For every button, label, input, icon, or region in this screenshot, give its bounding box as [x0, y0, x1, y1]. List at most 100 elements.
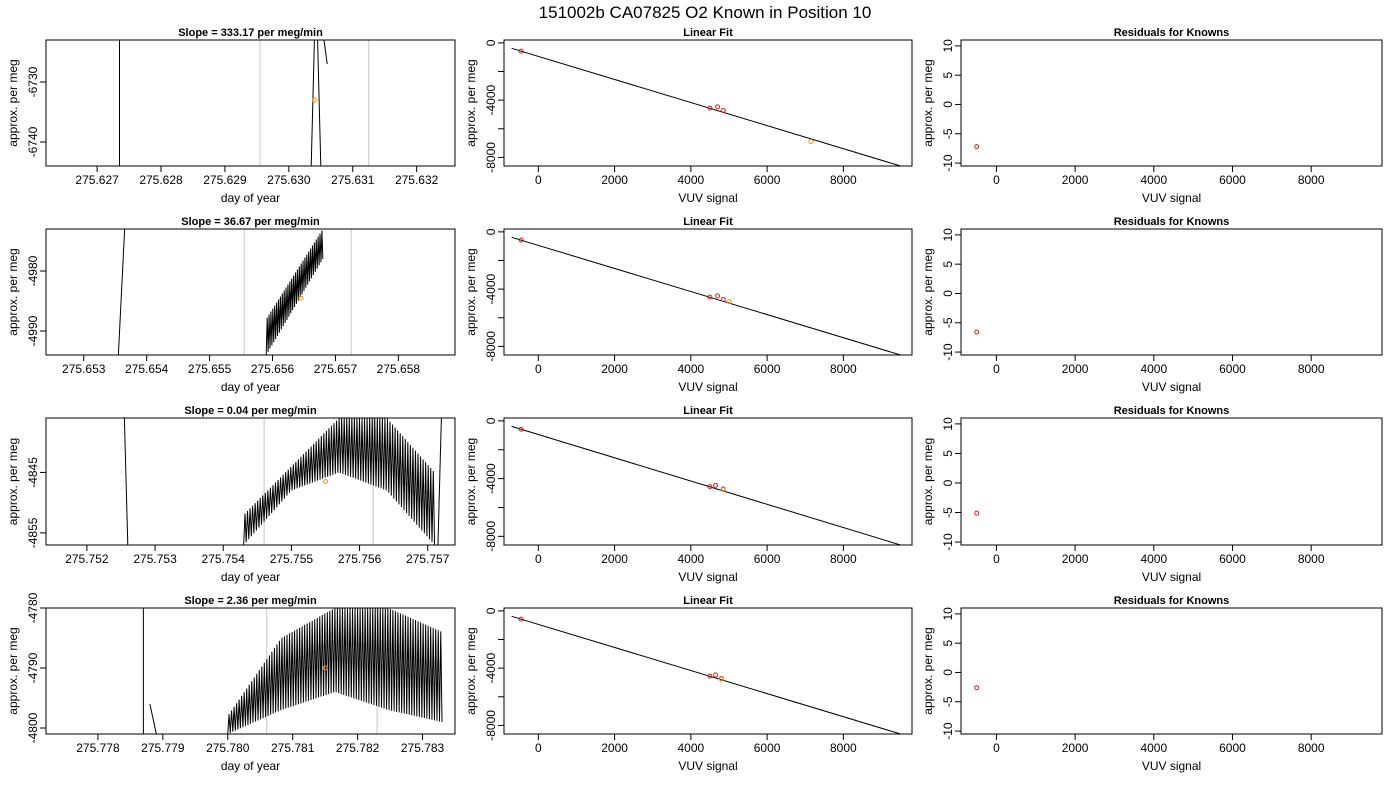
plot-frame: [45, 39, 456, 167]
x-tick-label: 2000: [601, 173, 628, 187]
data-point: [707, 673, 713, 679]
y-tick-label: 5: [941, 261, 955, 268]
y-tick-label: -4800: [26, 712, 40, 743]
x-tick-label: 275.631: [331, 173, 375, 187]
y-axis-label: approx. per meg: [921, 627, 935, 714]
x-tick-label: 6000: [1219, 741, 1246, 755]
x-axis-label: VUV signal: [1142, 759, 1201, 773]
x-tick-label: 8000: [830, 173, 857, 187]
page-title: 151002b CA07825 O2 Known in Position 10: [539, 3, 872, 22]
x-tick-label: 6000: [754, 362, 781, 376]
highlight-point: [808, 139, 814, 145]
plot-area: [974, 685, 980, 691]
y-axis-label: approx. per meg: [464, 248, 478, 335]
highlight-point: [311, 97, 317, 103]
x-tick-label: 2000: [1062, 362, 1089, 376]
y-tick-label: 5: [941, 72, 955, 79]
x-tick-label: 0: [993, 741, 1000, 755]
y-tick-label: -6740: [26, 126, 40, 157]
data-point: [518, 237, 524, 243]
plot-area: [974, 510, 980, 516]
x-tick-label: 0: [535, 173, 542, 187]
x-tick-label: 0: [535, 741, 542, 755]
x-tick-label: 4000: [1140, 362, 1167, 376]
y-tick-label: -8000: [484, 521, 498, 552]
x-tick-label: 4000: [677, 552, 704, 566]
y-axis-label: approx. per meg: [464, 59, 478, 146]
plot-frame: [960, 39, 1383, 167]
y-tick-label: -4790: [26, 652, 40, 683]
panel-1-3: Slope = 0.04 per meg/min 275.752 275.753 27…: [6, 405, 456, 584]
x-tick-label: 275.632: [395, 173, 439, 187]
y-tick-label: -4000: [484, 463, 498, 494]
data-point: [715, 293, 721, 299]
y-tick-label: -4000: [484, 273, 498, 304]
data-point: [715, 104, 721, 110]
x-tick-label: 6000: [754, 552, 781, 566]
fit-line: [511, 47, 901, 166]
x-axis-label: VUV signal: [678, 759, 737, 773]
plot-frame: [503, 228, 913, 356]
signal-trace: [227, 608, 443, 734]
plot-area: [974, 144, 980, 150]
x-tick-label: 8000: [1298, 741, 1325, 755]
data-point: [707, 105, 713, 111]
x-tick-label: 8000: [1298, 173, 1325, 187]
panel-2-1: Linear Fit 0 2000 4000 6000 8000 0 -4000 -8000 VU…: [464, 27, 913, 205]
plot-area: [511, 47, 901, 166]
x-tick-label: 275.656: [251, 362, 295, 376]
x-tick-label: 275.781: [271, 741, 315, 755]
plot-frame: [960, 228, 1383, 356]
data-point: [707, 294, 713, 300]
data-point: [974, 144, 980, 150]
y-tick-label: 10: [941, 39, 955, 53]
data-point: [720, 107, 726, 113]
plot-area: [511, 615, 901, 734]
y-tick-label: -5: [941, 696, 955, 707]
panel-1-1: Slope = 333.17 per meg/min 275.627 275.628…: [6, 27, 456, 205]
x-tick-label: 4000: [677, 173, 704, 187]
x-tick-label: 275.756: [338, 552, 382, 566]
data-point: [720, 296, 726, 302]
x-tick-label: 6000: [754, 741, 781, 755]
y-axis-label: approx. per meg: [921, 248, 935, 335]
fit-line: [511, 236, 901, 355]
x-tick-label: 275.629: [203, 173, 247, 187]
panel-title: Linear Fit: [683, 405, 733, 417]
panel-3-2: Residuals for Knowns 0 2000 4000 6000 8000 10 5…: [921, 216, 1383, 394]
y-tick-label: 0: [941, 290, 955, 297]
data-point: [974, 510, 980, 516]
x-tick-label: 8000: [1298, 552, 1325, 566]
y-tick-label: -4855: [26, 517, 40, 548]
x-tick-label: 8000: [830, 552, 857, 566]
x-tick-label: 275.757: [406, 552, 450, 566]
x-axis-label: day of year: [221, 191, 280, 205]
x-axis-label: VUV signal: [1142, 191, 1201, 205]
fit-line: [511, 425, 901, 545]
x-tick-label: 0: [993, 552, 1000, 566]
data-point: [518, 48, 524, 54]
x-tick-label: 6000: [1219, 552, 1246, 566]
y-tick-label: 10: [941, 417, 955, 431]
x-tick-label: 275.654: [125, 362, 169, 376]
y-axis-label: approx. per meg: [6, 248, 20, 335]
x-tick-label: 0: [535, 362, 542, 376]
y-tick-label: 0: [484, 607, 498, 614]
highlight-point: [322, 479, 328, 484]
y-tick-label: -10: [941, 533, 955, 551]
x-tick-label: 275.778: [76, 741, 120, 755]
x-tick-label: 275.630: [267, 173, 311, 187]
x-tick-label: 275.655: [188, 362, 232, 376]
trace-line: [323, 40, 328, 65]
y-tick-label: 0: [484, 417, 498, 424]
trace-line: [310, 40, 315, 166]
y-tick-label: -4990: [26, 315, 40, 346]
x-axis-label: day of year: [221, 380, 280, 394]
y-tick-label: 5: [941, 450, 955, 457]
panel-1-2: Slope = 36.67 per meg/min 275.653 275.654 2…: [6, 216, 456, 394]
y-tick-label: -10: [941, 343, 955, 361]
x-axis-label: day of year: [221, 759, 280, 773]
panel-title: Slope = 0.04 per meg/min: [184, 405, 317, 417]
trace-line: [149, 703, 157, 734]
